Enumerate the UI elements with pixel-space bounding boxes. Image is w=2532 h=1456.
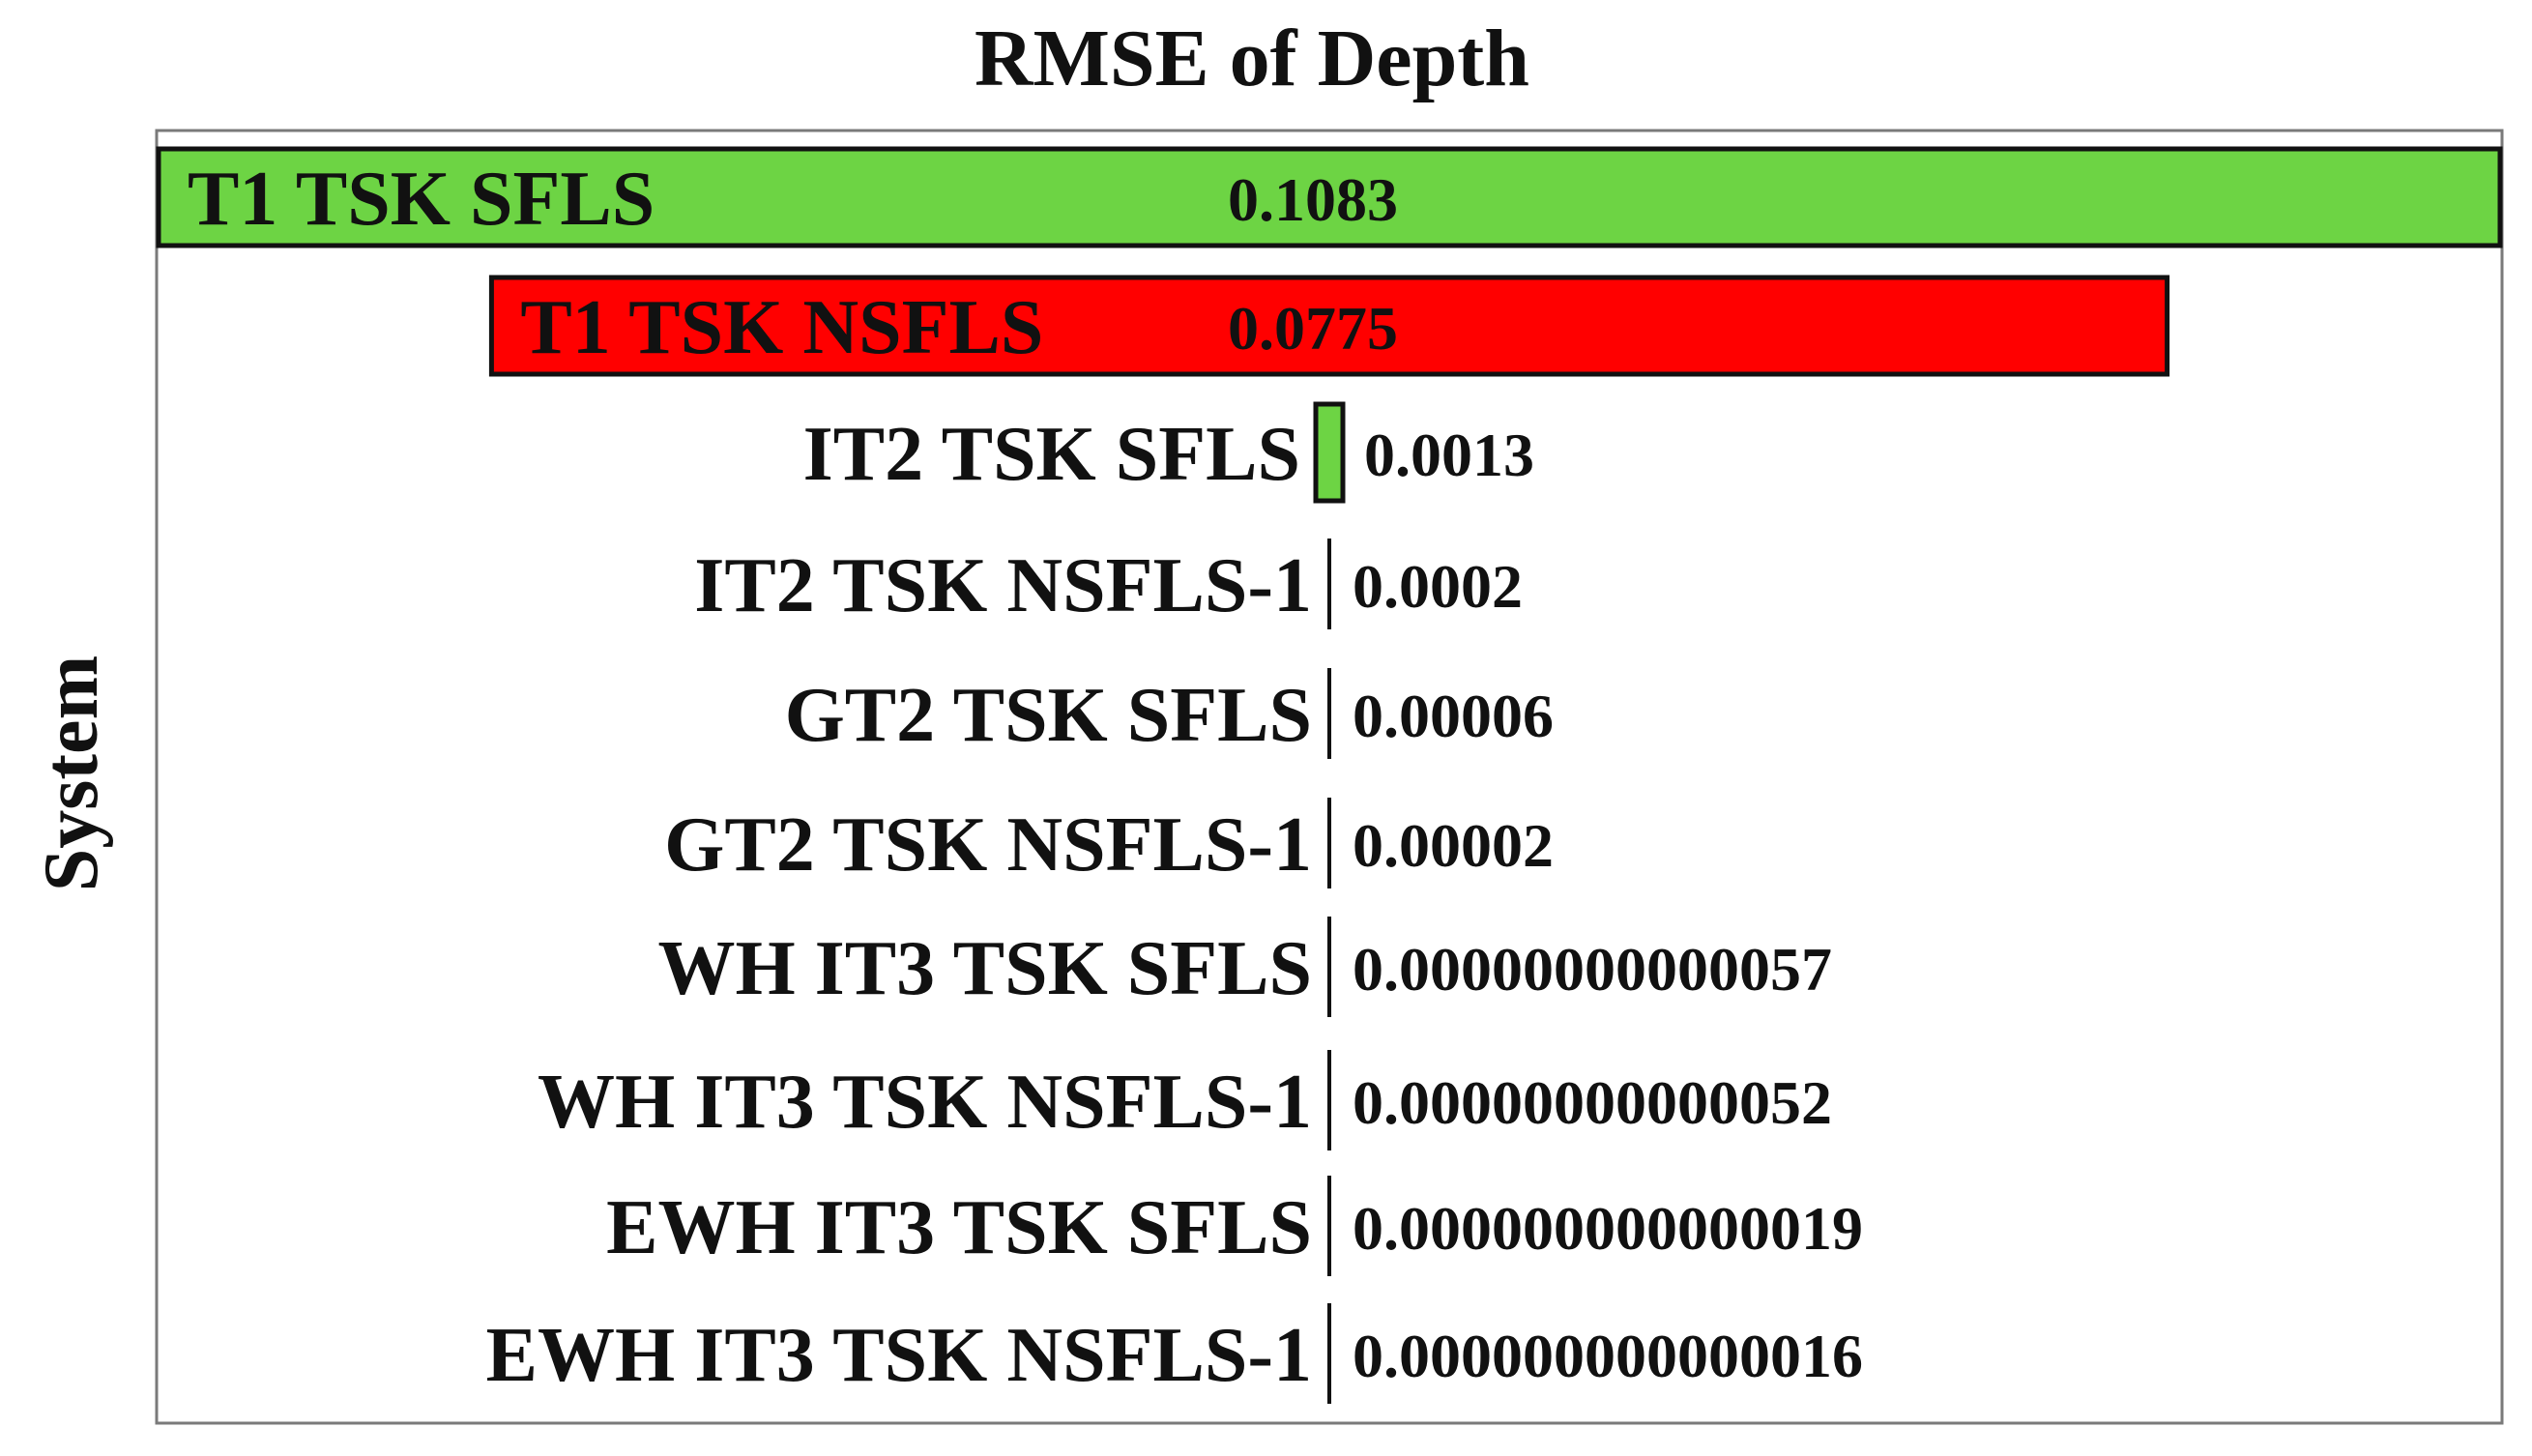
value-label-gt2-tsk-nsfls-1: 0.00002 [1353, 811, 1554, 880]
y-axis-label: System [29, 655, 114, 891]
value-label-wh-it3-tsk-nsfls-1: 0.00000000000052 [1353, 1068, 1832, 1137]
value-label-ewh-it3-tsk-nsfls-1: 0.000000000000016 [1353, 1322, 1863, 1390]
plot-frame [155, 129, 2504, 1425]
value-label-t1-tsk-nsfls: 0.0775 [1228, 294, 1398, 363]
category-label-it2-tsk-sfls: IT2 TSK SFLS [803, 412, 1300, 497]
bar-ewh-it3-tsk-sfls [1327, 1176, 1331, 1276]
bar-it2-tsk-nsfls-1 [1327, 539, 1331, 629]
category-label-ewh-it3-tsk-nsfls-1: EWH IT3 TSK NSFLS-1 [486, 1313, 1312, 1398]
chart-title: RMSE of Depth [975, 14, 1529, 103]
category-label-wh-it3-tsk-sfls: WH IT3 TSK SFLS [657, 926, 1312, 1011]
category-label-t1-tsk-nsfls: T1 TSK NSFLS [520, 285, 1043, 370]
bar-gt2-tsk-sfls [1327, 668, 1331, 759]
category-label-t1-tsk-sfls: T1 TSK SFLS [188, 157, 655, 242]
value-label-it2-tsk-sfls: 0.0013 [1364, 421, 1534, 489]
value-label-gt2-tsk-sfls: 0.00006 [1353, 682, 1554, 750]
bar-t1-tsk-nsfls [488, 275, 2170, 377]
bar-it2-tsk-sfls [1313, 401, 1346, 504]
category-label-gt2-tsk-sfls: GT2 TSK SFLS [785, 673, 1312, 758]
category-label-it2-tsk-nsfls-1: IT2 TSK NSFLS-1 [694, 543, 1312, 628]
bar-t1-tsk-sfls [156, 146, 2503, 248]
value-label-ewh-it3-tsk-sfls: 0.000000000000019 [1353, 1194, 1863, 1263]
value-label-wh-it3-tsk-sfls: 0.00000000000057 [1353, 935, 1832, 1004]
bar-gt2-tsk-nsfls-1 [1327, 798, 1331, 888]
value-label-it2-tsk-nsfls-1: 0.0002 [1353, 552, 1523, 621]
bar-wh-it3-tsk-nsfls-1 [1327, 1050, 1331, 1150]
bar-ewh-it3-tsk-nsfls-1 [1327, 1303, 1331, 1404]
category-label-ewh-it3-tsk-sfls: EWH IT3 TSK SFLS [606, 1185, 1312, 1270]
value-label-t1-tsk-sfls: 0.1083 [1228, 165, 1398, 234]
category-label-wh-it3-tsk-nsfls-1: WH IT3 TSK NSFLS-1 [538, 1060, 1312, 1145]
category-label-gt2-tsk-nsfls-1: GT2 TSK NSFLS-1 [664, 802, 1312, 888]
bar-wh-it3-tsk-sfls [1327, 917, 1331, 1017]
bars-group: T1 TSK SFLS 0.1083 T1 TSK NSFLS 0.0775 IT2 T… [156, 146, 2503, 1404]
